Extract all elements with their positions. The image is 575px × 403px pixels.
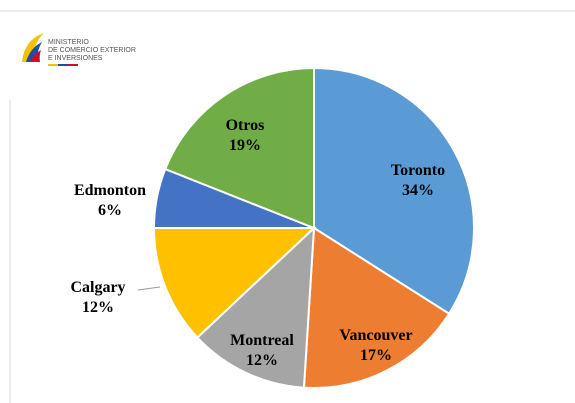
slice-value: 6%: [98, 202, 122, 219]
logo-line: MINISTERIO: [48, 39, 89, 46]
slice-name: Vancouver: [339, 327, 412, 344]
slice-name: Montreal: [230, 332, 294, 349]
pie-slice: [195, 225, 316, 389]
pie-slice: [163, 66, 315, 230]
slice-value: 34%: [402, 182, 434, 199]
logo-line: E INVERSIONES: [48, 55, 103, 62]
slice-value: 17%: [360, 347, 392, 364]
slice-value: 12%: [246, 352, 278, 369]
pie-slice: [302, 226, 451, 389]
slice-name: Toronto: [391, 162, 445, 179]
logo-line: DE COMERCIO EXTERIOR: [48, 47, 136, 54]
pie-slice: [152, 227, 317, 339]
slice-name: Calgary: [70, 279, 125, 296]
slice-name: Otros: [226, 117, 265, 134]
slice-value: 19%: [229, 137, 261, 154]
slice-value: 12%: [82, 299, 114, 316]
leader-line: [137, 286, 161, 291]
slice-name: Edmonton: [74, 182, 146, 199]
logo-emblem: [22, 33, 78, 66]
